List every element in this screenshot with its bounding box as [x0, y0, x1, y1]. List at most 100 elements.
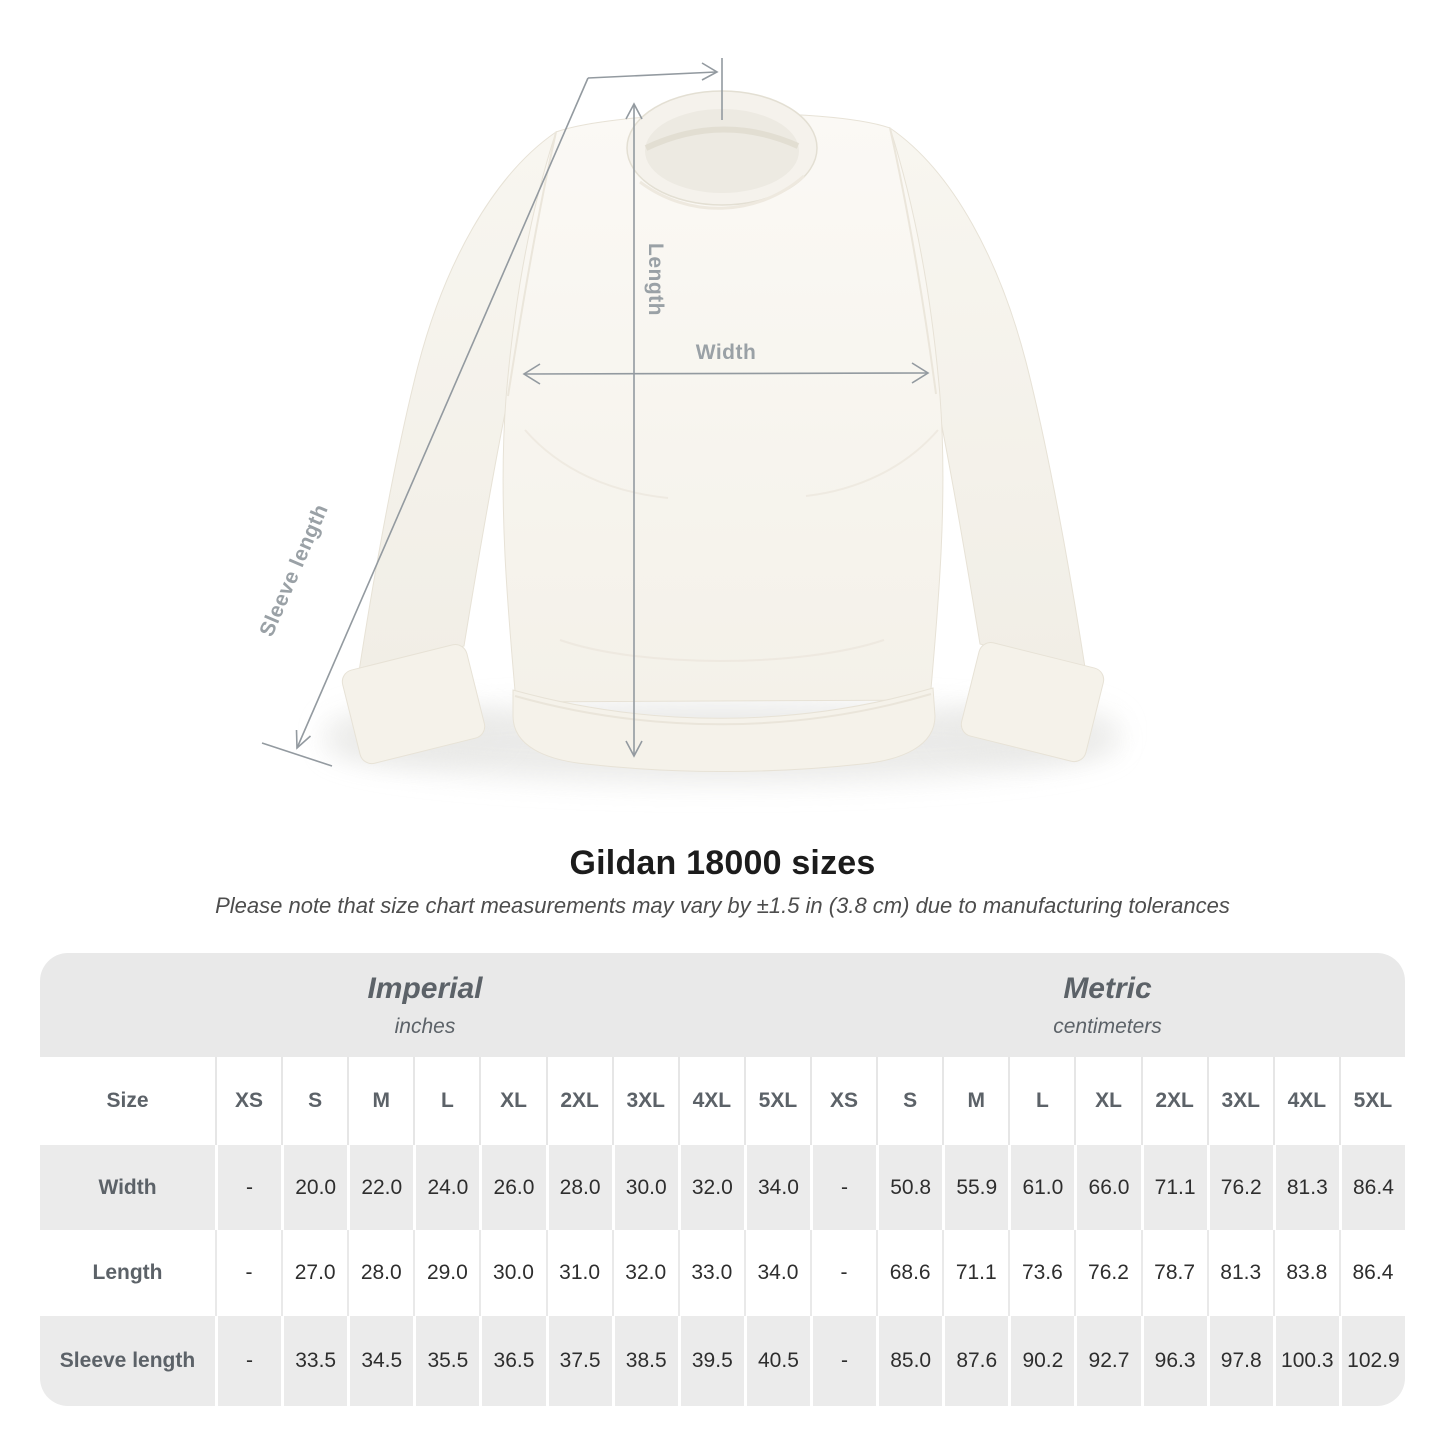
table-cell: 34.0 [743, 1145, 810, 1230]
table-cell: 28.0 [347, 1230, 414, 1316]
table-cell: - [215, 1145, 282, 1230]
table-cell: 32.0 [611, 1230, 678, 1316]
sweatshirt-waistband [512, 687, 936, 772]
unit-group-unit: centimeters [1053, 1014, 1162, 1038]
table-cell: 32.0 [677, 1145, 744, 1230]
table-cell: - [215, 1316, 282, 1406]
table-cell: - [810, 1230, 877, 1316]
width-measure-line [523, 372, 929, 375]
column-header-size: S [876, 1057, 943, 1145]
row-label: Sleeve length [40, 1316, 215, 1406]
table-cell: 61.0 [1008, 1145, 1075, 1230]
table-cell: 76.2 [1074, 1230, 1141, 1316]
table-cell: 31.0 [545, 1230, 612, 1316]
table-cell: 22.0 [347, 1145, 414, 1230]
column-header-size: XL [1074, 1057, 1141, 1145]
table-cell: 34.0 [743, 1230, 810, 1316]
table-cell: 100.3 [1272, 1316, 1339, 1406]
sleeve-length-label: Sleeve length [255, 501, 333, 640]
table-cell: 76.2 [1206, 1145, 1273, 1230]
sweatshirt-collar [626, 90, 818, 210]
sweatshirt-cuffs [341, 642, 1105, 765]
column-header-size: 2XL [1140, 1057, 1207, 1145]
size-column-header: Size [40, 1057, 215, 1145]
column-header-size: XS [810, 1057, 877, 1145]
column-header-size: XL [479, 1057, 546, 1145]
width-label: Width [696, 341, 757, 364]
column-header-size: M [347, 1057, 414, 1145]
table-cell: 37.5 [545, 1316, 612, 1406]
unit-group-name: Metric [1063, 971, 1152, 1005]
table-cell: 78.7 [1140, 1230, 1207, 1316]
column-header-size: S [281, 1057, 348, 1145]
garment-seams [507, 127, 939, 662]
column-header-size: 5XL [743, 1057, 810, 1145]
length-label: Length [644, 243, 667, 316]
table-cell: 102.9 [1338, 1316, 1405, 1406]
column-header-size: M [942, 1057, 1009, 1145]
table-cell: - [810, 1145, 877, 1230]
unit-group-name: Imperial [367, 971, 483, 1005]
table-cell: 26.0 [479, 1145, 546, 1230]
column-header-size: 3XL [611, 1057, 678, 1145]
table-cell: - [215, 1230, 282, 1316]
sweatshirt-measurement-diagram: Length Width Sleeve length [255, 58, 1120, 782]
column-header-size: XS [215, 1057, 282, 1145]
table-cell: 97.8 [1206, 1316, 1273, 1406]
table-cell: 33.5 [281, 1316, 348, 1406]
sleeve-measure-line-top [587, 71, 717, 79]
table-cell: 29.0 [413, 1230, 480, 1316]
table-cell: 86.4 [1338, 1145, 1405, 1230]
table-cell: 40.5 [743, 1316, 810, 1406]
size-table: Imperial inches Metric centimeters Size XS S M L… [40, 953, 1405, 1406]
table-cell: 27.0 [281, 1230, 348, 1316]
unit-group-metric: Metric centimeters [810, 953, 1405, 1057]
table-cell: - [810, 1316, 877, 1406]
measurement-lines [261, 58, 930, 767]
table-cell: 86.4 [1338, 1230, 1405, 1316]
waistband-seam [514, 693, 932, 726]
table-cell: 66.0 [1074, 1145, 1141, 1230]
table-cell: 55.9 [942, 1145, 1009, 1230]
table-cell: 73.6 [1008, 1230, 1075, 1316]
table-cell: 81.3 [1206, 1230, 1273, 1316]
table-cell: 39.5 [677, 1316, 744, 1406]
table-cell: 50.8 [876, 1145, 943, 1230]
column-header-size: 4XL [677, 1057, 744, 1145]
table-cell: 92.7 [1074, 1316, 1141, 1406]
table-cell: 36.5 [479, 1316, 546, 1406]
table-cell: 96.3 [1140, 1316, 1207, 1406]
table-cell: 71.1 [1140, 1145, 1207, 1230]
table-cell: 30.0 [479, 1230, 546, 1316]
table-cell: 90.2 [1008, 1316, 1075, 1406]
sweatshirt-body [502, 112, 944, 703]
tolerance-note: Please note that size chart measurements… [215, 893, 1230, 918]
table-cell: 24.0 [413, 1145, 480, 1230]
table-cell: 71.1 [942, 1230, 1009, 1316]
table-cell: 33.0 [677, 1230, 744, 1316]
row-label: Length [40, 1230, 215, 1316]
table-cell: 68.6 [876, 1230, 943, 1316]
table-cell: 87.6 [942, 1316, 1009, 1406]
column-header-size: L [413, 1057, 480, 1145]
table-cell: 81.3 [1272, 1145, 1339, 1230]
sleeve-measure-line [296, 77, 589, 749]
cuff-end-tick [261, 742, 333, 767]
table-cell: 35.5 [413, 1316, 480, 1406]
table-cell: 30.0 [611, 1145, 678, 1230]
page-title: Gildan 18000 sizes [569, 844, 876, 882]
table-cell: 20.0 [281, 1145, 348, 1230]
table-cell: 38.5 [611, 1316, 678, 1406]
column-header-size: 5XL [1338, 1057, 1405, 1145]
row-label: Width [40, 1145, 215, 1230]
column-header-size: 4XL [1272, 1057, 1339, 1145]
table-cell: 85.0 [876, 1316, 943, 1406]
table-cell: 83.8 [1272, 1230, 1339, 1316]
column-header-size: 3XL [1206, 1057, 1273, 1145]
column-header-size: 2XL [545, 1057, 612, 1145]
column-header-size: L [1008, 1057, 1075, 1145]
sweatshirt-sleeves [357, 126, 1087, 679]
table-cell: 34.5 [347, 1316, 414, 1406]
table-cell: 28.0 [545, 1145, 612, 1230]
